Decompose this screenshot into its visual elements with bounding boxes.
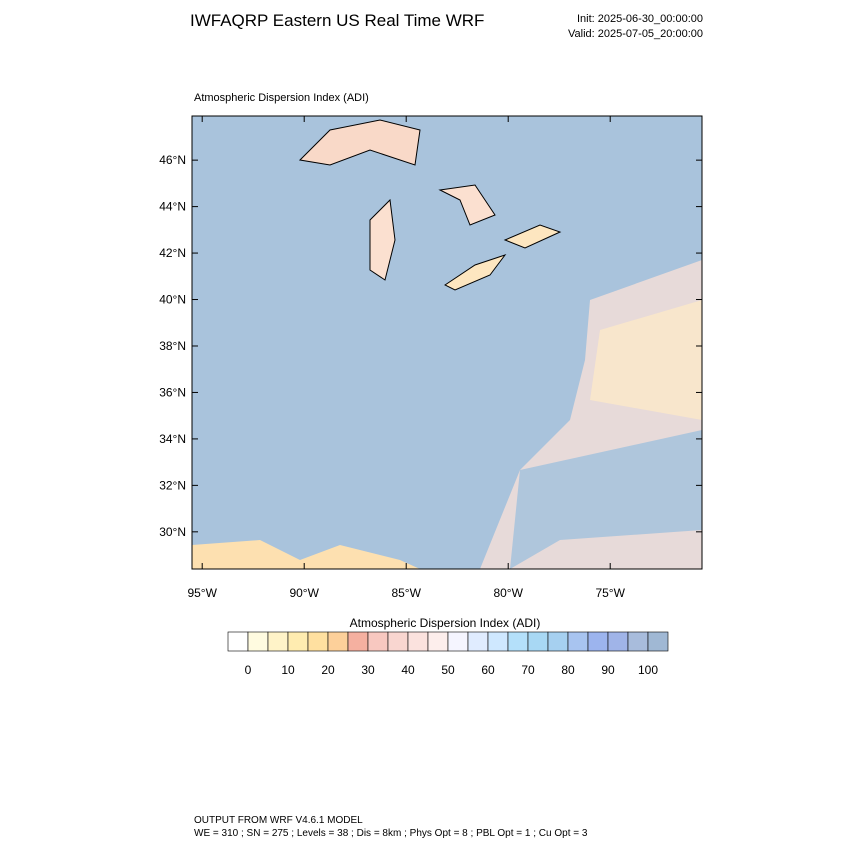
colorbar-box: [287, 631, 309, 652]
lake-huron: [438, 184, 496, 226]
ocean-field: [590, 300, 702, 420]
map-frame: [191, 115, 703, 570]
map: [191, 115, 703, 570]
colorbar-tick-label: 0: [245, 663, 252, 677]
y-tick-label: 36°N: [159, 385, 186, 399]
x-tick-label: 85°W: [391, 586, 421, 600]
y-tick-label: 32°N: [159, 478, 186, 492]
x-tick-label: 80°W: [493, 586, 523, 600]
colorbar-box: [567, 631, 589, 652]
x-tick-label: 75°W: [595, 586, 625, 600]
colorbar-tick-label: 80: [561, 663, 575, 677]
colorbar-box: [587, 631, 609, 652]
colorbar-box: [487, 631, 509, 652]
colorbar-box: [267, 631, 289, 652]
colorbar-tick-label: 100: [638, 663, 658, 677]
colorbar-box: [507, 631, 529, 652]
colorbar-tick-label: 50: [441, 663, 455, 677]
lake-erie: [444, 254, 507, 291]
y-tick-label: 30°N: [159, 525, 186, 539]
footer-line: WE = 310 ; SN = 275 ; Levels = 38 ; Dis …: [194, 828, 588, 839]
lake-ontario: [503, 224, 562, 249]
colorbar-box: [247, 631, 269, 652]
colorbar-box: [627, 631, 649, 652]
colorbar-box: [647, 631, 669, 652]
colorbar-tick-label: 40: [401, 663, 415, 677]
colorbar-box: [307, 631, 329, 652]
colorbar-tick-label: 70: [521, 663, 535, 677]
x-tick-label: 90°W: [289, 586, 319, 600]
y-tick-label: 44°N: [159, 200, 186, 214]
ocean-field: [510, 430, 702, 569]
colorbar-box: [527, 631, 549, 652]
colorbar-box: [327, 631, 349, 652]
colorbar-tick-label: 90: [601, 663, 615, 677]
colorbar-box: [427, 631, 449, 652]
footer-line: OUTPUT FROM WRF V4.6.1 MODEL: [194, 815, 363, 826]
colorbar-box: [607, 631, 629, 652]
gulf-field: [192, 540, 420, 569]
colorbar-tick-label: 30: [361, 663, 375, 677]
x-tick-label: 95°W: [187, 586, 217, 600]
colorbar-box: [407, 631, 429, 652]
colorbar-box: [367, 631, 389, 652]
colorbar-box: [447, 631, 469, 652]
y-tick-label: 46°N: [159, 153, 186, 167]
colorbar-tick-label: 10: [281, 663, 295, 677]
colorbar-box: [347, 631, 369, 652]
colorbar-box: [547, 631, 569, 652]
colorbar-tick-label: 60: [481, 663, 495, 677]
init-time: Init: 2025-06-30_00:00:00: [577, 13, 703, 25]
colorbar-tick-label: 20: [321, 663, 335, 677]
map-title: Atmospheric Dispersion Index (ADI): [194, 92, 369, 104]
lake-michigan: [369, 198, 396, 281]
colorbar-box: [227, 631, 249, 652]
y-tick-label: 42°N: [159, 246, 186, 260]
colorbar-box: [467, 631, 489, 652]
y-tick-label: 38°N: [159, 339, 186, 353]
y-tick-label: 34°N: [159, 432, 186, 446]
valid-time: Valid: 2025-07-05_20:00:00: [568, 28, 703, 40]
colorbar-title: Atmospheric Dispersion Index (ADI): [350, 616, 541, 630]
title: IWFAQRP Eastern US Real Time WRF: [190, 11, 484, 30]
lake-superior: [298, 119, 421, 166]
y-tick-label: 40°N: [159, 293, 186, 307]
colorbar-box: [387, 631, 409, 652]
